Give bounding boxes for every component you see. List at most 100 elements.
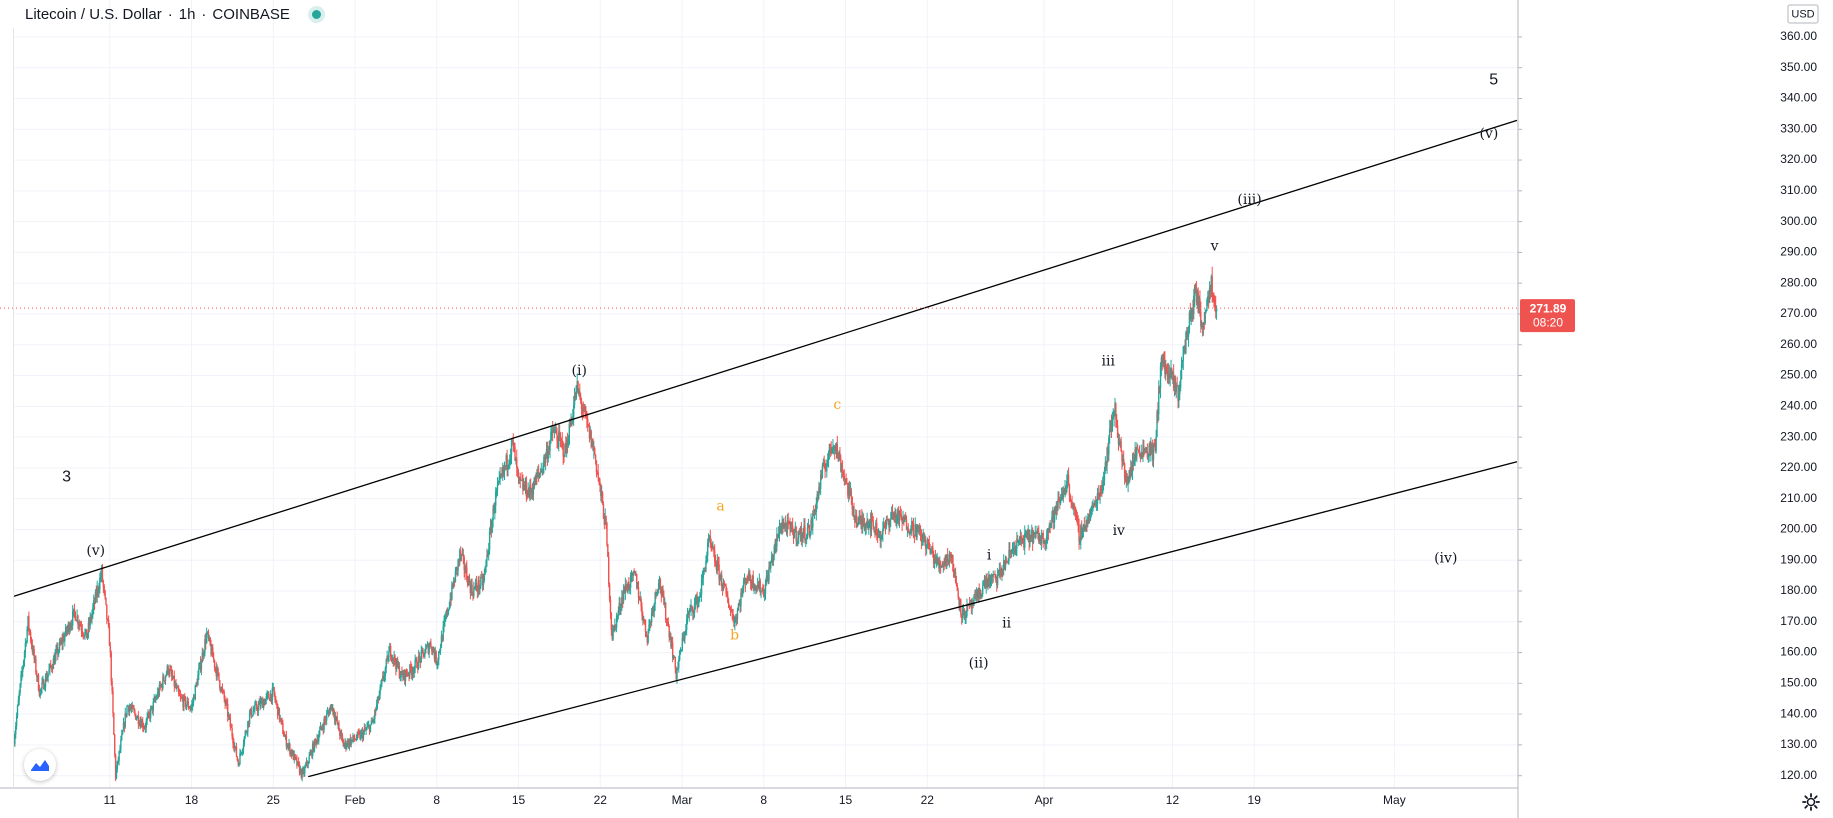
candle-body bbox=[150, 705, 153, 709]
candle-body bbox=[195, 683, 197, 686]
interval-label[interactable]: 1h bbox=[178, 5, 196, 23]
candle-body bbox=[608, 556, 610, 585]
candle-body bbox=[382, 675, 384, 680]
candle-body bbox=[295, 756, 297, 759]
candle-body bbox=[185, 704, 188, 707]
candle-body bbox=[566, 439, 569, 446]
wave-label: (iv) bbox=[1434, 551, 1457, 567]
candle-body bbox=[466, 567, 468, 580]
candle-body bbox=[1173, 378, 1176, 388]
channel-trendline[interactable] bbox=[308, 461, 1518, 778]
candle-body bbox=[959, 599, 961, 605]
candle-body bbox=[909, 532, 911, 533]
candle-body bbox=[445, 609, 448, 617]
candle-body bbox=[373, 718, 375, 721]
candle-body bbox=[307, 763, 309, 764]
candle-body bbox=[393, 655, 395, 661]
candle-body bbox=[1000, 574, 1002, 577]
candle-body bbox=[162, 676, 164, 688]
candle-body bbox=[1045, 536, 1048, 541]
candle-body bbox=[1091, 506, 1093, 510]
candle-body bbox=[855, 515, 858, 527]
candle-body bbox=[659, 579, 662, 590]
candle-body bbox=[721, 574, 723, 587]
candle-body bbox=[386, 656, 388, 660]
candle-body bbox=[1041, 532, 1043, 536]
candle-body bbox=[498, 477, 500, 482]
candle-body bbox=[335, 716, 338, 718]
candle-body bbox=[555, 429, 557, 434]
candle-body bbox=[297, 761, 299, 766]
candle-body bbox=[949, 553, 952, 556]
tradingview-logo-icon[interactable] bbox=[24, 749, 56, 781]
candle-body bbox=[703, 570, 705, 571]
candle-body bbox=[829, 443, 832, 449]
candle-body bbox=[539, 472, 542, 474]
candle-body bbox=[143, 727, 146, 729]
candle-body bbox=[529, 485, 531, 495]
candle-body bbox=[1146, 451, 1149, 458]
candle-body bbox=[1133, 461, 1135, 465]
candle-body bbox=[272, 687, 274, 689]
candle-body bbox=[1127, 482, 1129, 484]
candle-body bbox=[467, 577, 470, 586]
trendlines[interactable] bbox=[13, 119, 1518, 778]
candle-body bbox=[930, 550, 932, 555]
candle-body bbox=[825, 469, 827, 472]
candle-body bbox=[1205, 310, 1207, 313]
candle-body bbox=[730, 609, 733, 611]
candle-body bbox=[253, 710, 255, 712]
candle-body bbox=[1070, 499, 1072, 504]
candle-body bbox=[999, 569, 1001, 575]
candle-body bbox=[698, 597, 700, 601]
settings-icon[interactable] bbox=[1801, 792, 1821, 812]
candle-body bbox=[1147, 453, 1149, 458]
candle-body bbox=[1159, 365, 1162, 389]
candle-body bbox=[273, 687, 275, 695]
candle-body bbox=[1174, 378, 1177, 393]
candle-body bbox=[103, 586, 105, 591]
candle-body bbox=[775, 541, 777, 547]
candle-body bbox=[277, 707, 280, 716]
candle-body bbox=[699, 594, 702, 598]
candle-body bbox=[1044, 540, 1046, 544]
candle-body bbox=[514, 446, 516, 461]
candle-body bbox=[704, 570, 706, 571]
candle-body bbox=[756, 584, 759, 588]
candle-body bbox=[960, 614, 963, 619]
candle-body bbox=[883, 523, 886, 526]
candle-body bbox=[661, 589, 663, 596]
currency-badge[interactable] bbox=[1787, 4, 1819, 24]
channel-trendline[interactable] bbox=[13, 119, 1518, 597]
candle-body bbox=[572, 405, 575, 418]
candle-body bbox=[1095, 501, 1097, 506]
candle-body bbox=[415, 659, 417, 661]
candle-body bbox=[73, 608, 76, 612]
candle-body bbox=[460, 554, 463, 556]
candle-body bbox=[898, 512, 901, 522]
candle-body bbox=[856, 524, 859, 527]
candle-body bbox=[635, 573, 637, 575]
candle-body bbox=[42, 680, 44, 683]
candle-body bbox=[525, 480, 528, 497]
time-axis[interactable]: 11 18 25 Feb 8 15 22 Mar 8 15 22 Apr 12 19 May bbox=[104, 793, 1406, 807]
candle-body bbox=[1032, 534, 1035, 543]
candle-body bbox=[804, 525, 806, 541]
candle-body bbox=[1039, 540, 1042, 544]
candle-body bbox=[569, 423, 571, 427]
candle-body bbox=[859, 516, 861, 522]
candle-body bbox=[27, 616, 29, 629]
candle-body bbox=[1038, 532, 1040, 542]
candle-body bbox=[1058, 499, 1060, 502]
candle-body bbox=[259, 701, 261, 707]
candle-body bbox=[596, 472, 599, 473]
candle-body bbox=[1056, 506, 1058, 509]
candle-body bbox=[803, 525, 805, 535]
candle-body bbox=[311, 743, 314, 757]
candle-body bbox=[302, 770, 304, 771]
candle-body bbox=[815, 503, 818, 513]
candle-body bbox=[802, 532, 804, 535]
candle-body bbox=[83, 635, 85, 637]
